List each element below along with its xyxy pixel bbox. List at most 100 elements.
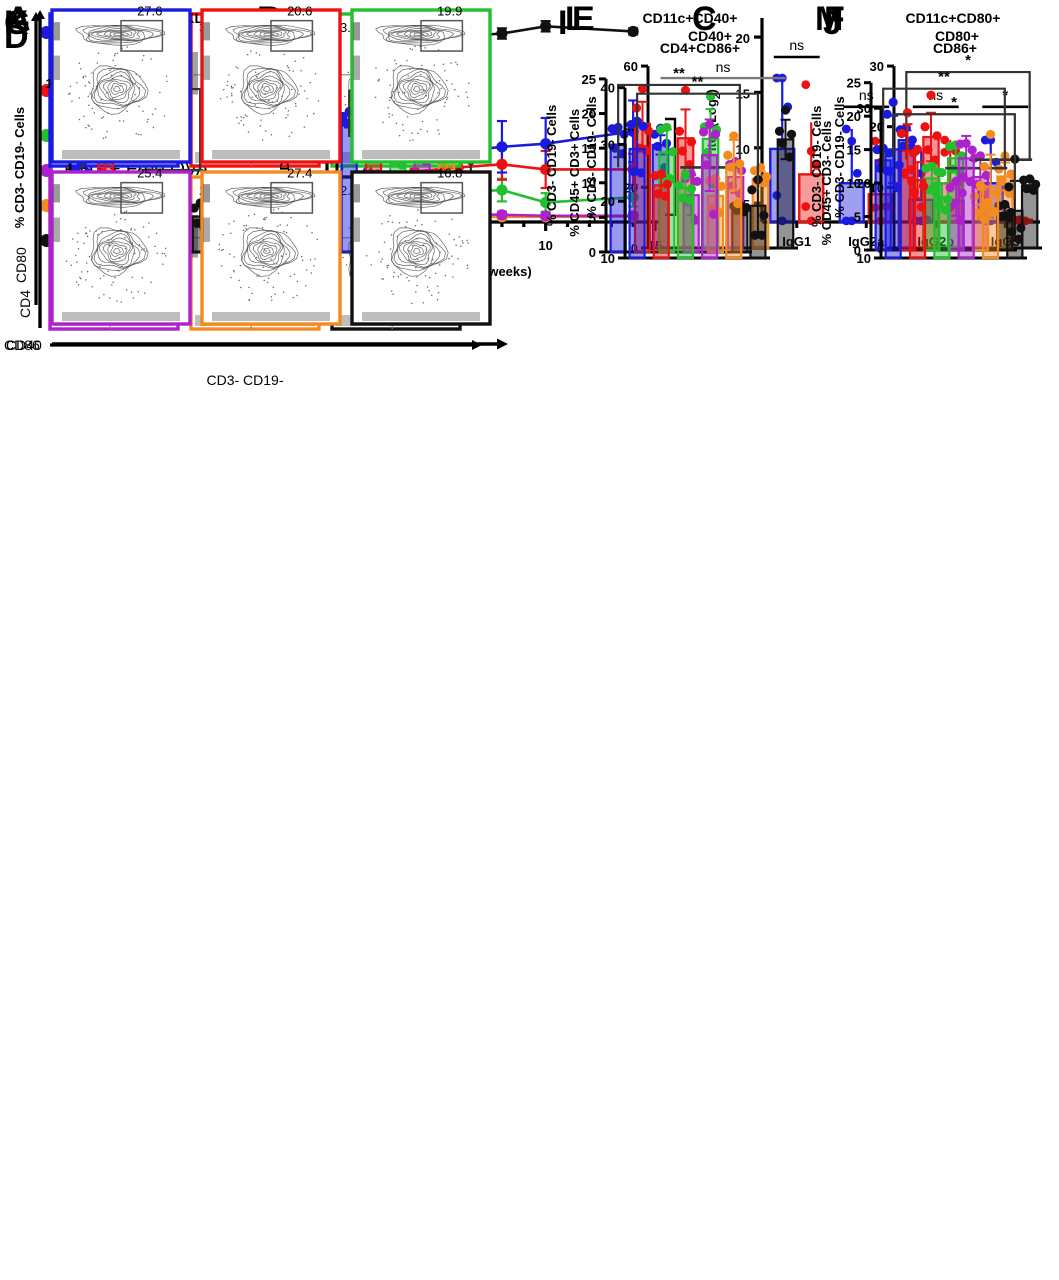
- data-point: [907, 135, 917, 145]
- panel-a-label: A: [6, 0, 31, 38]
- data-point: [806, 146, 816, 156]
- gate-rect: [420, 19, 464, 52]
- gate-value: 27.4: [287, 166, 312, 181]
- data-point: [985, 129, 996, 140]
- data-point: [991, 188, 1002, 199]
- data-point: [189, 203, 199, 213]
- data-point: [540, 138, 552, 150]
- data-point: [652, 141, 663, 152]
- y-tick-label: 20: [582, 107, 596, 122]
- data-point: [757, 230, 767, 240]
- y-tick-label: 0: [854, 243, 861, 258]
- data-point: [750, 230, 760, 240]
- data-point: [982, 197, 993, 208]
- gate-caption: CD3- CD19-: [206, 372, 283, 388]
- data-point: [1004, 188, 1014, 199]
- panel-l-label: L: [565, 0, 586, 38]
- data-point: [1019, 175, 1029, 185]
- y-tick-label: 25: [582, 72, 596, 87]
- data-point: [923, 145, 933, 155]
- data-point: [896, 128, 907, 139]
- data-point: [540, 163, 552, 176]
- data-point: [727, 181, 738, 191]
- y-tick-label: 5: [854, 210, 861, 225]
- panel-k-label: K: [4, 4, 29, 42]
- y-axis-label: % CD3- CD19- Cells: [584, 96, 599, 217]
- y-tick-label: 40: [601, 81, 615, 96]
- data-point: [638, 121, 648, 131]
- data-point: [627, 25, 639, 38]
- data-point: [885, 166, 895, 176]
- data-point: [894, 160, 904, 170]
- data-point: [680, 169, 691, 179]
- panel-d-label: D: [4, 18, 29, 56]
- y-axis-label: CD80: [13, 247, 29, 283]
- y-axis-label: % CD3- CD19- Cells: [809, 106, 824, 227]
- data-point: [698, 127, 709, 137]
- data-point: [777, 138, 788, 148]
- data-point: [945, 183, 955, 193]
- panel-i-chart: 0 5 10 15 20 25 % CD3- CD19- Cells **: [544, 65, 752, 260]
- significance-marker: ns: [789, 37, 804, 53]
- data-point: [841, 124, 851, 134]
- data-point: [686, 137, 697, 147]
- data-point: [909, 187, 920, 197]
- y-tick-label: 20: [601, 194, 615, 209]
- data-point: [716, 181, 727, 191]
- data-point: [733, 198, 743, 209]
- data-point: [637, 84, 648, 94]
- data-point: [918, 181, 929, 191]
- data-point: [888, 97, 898, 107]
- data-point: [636, 168, 646, 178]
- gate-rect: [270, 19, 314, 52]
- data-point: [958, 172, 968, 182]
- data-point: [943, 194, 953, 205]
- gate-value: 20.6: [287, 4, 312, 19]
- data-point: [674, 126, 685, 136]
- data-point: [870, 136, 880, 146]
- data-point: [872, 145, 882, 155]
- data-point: [496, 141, 508, 153]
- data-point: [1016, 223, 1026, 233]
- significance-bracket: [617, 83, 741, 168]
- panel-e-title: CD40+: [688, 28, 732, 44]
- panel-e-label: E: [572, 0, 595, 38]
- panel-k-flowgrid: CD4 CD86 27.6 20.6 19.9 25.4 27.4 16.8: [4, 4, 508, 353]
- data-point: [899, 168, 910, 178]
- data-point: [726, 162, 736, 172]
- y-tick-label: 30: [857, 101, 871, 116]
- y-axis-label: CD4: [17, 290, 33, 318]
- data-point: [967, 145, 977, 155]
- data-point: [812, 161, 822, 170]
- category-label: IgG2b: [917, 234, 954, 249]
- data-point: [777, 216, 787, 226]
- flow-plot: 16.8: [350, 166, 492, 326]
- data-point: [916, 202, 927, 212]
- gate-value: 25.4: [137, 166, 162, 181]
- data-point: [496, 27, 508, 40]
- data-point: [945, 142, 955, 152]
- data-point: [882, 109, 892, 119]
- panel-i-label: I: [558, 4, 568, 42]
- y-axis-label: % CD3- CD19- Cells: [832, 96, 847, 217]
- data-point: [650, 171, 660, 181]
- significance-bracket: [882, 87, 1006, 169]
- panel-c-label: C: [692, 0, 717, 38]
- data-point: [852, 168, 862, 178]
- data-point: [884, 148, 894, 158]
- panel-i-title: CD11c+CD40+: [642, 10, 738, 26]
- gate-value: 19.9: [437, 4, 462, 19]
- y-tick-label: 15: [582, 141, 596, 156]
- data-point: [806, 216, 816, 226]
- panel-l-title: CD4+CD86+: [659, 40, 741, 56]
- y-tick-label: 30: [601, 137, 615, 152]
- data-point: [801, 202, 811, 211]
- panel-k-flow-cd4-cd86: K CD4 CD86 27.6 20.6 19.9 25.4 27.4 16.8: [0, 0, 560, 353]
- y-tick-label: 10: [857, 251, 871, 266]
- data-point: [989, 206, 1000, 217]
- data-point: [749, 166, 760, 176]
- data-point: [708, 209, 719, 219]
- y-tick-label: 15: [847, 143, 861, 158]
- x-axis-label: CD86: [4, 337, 40, 353]
- data-point: [774, 126, 785, 136]
